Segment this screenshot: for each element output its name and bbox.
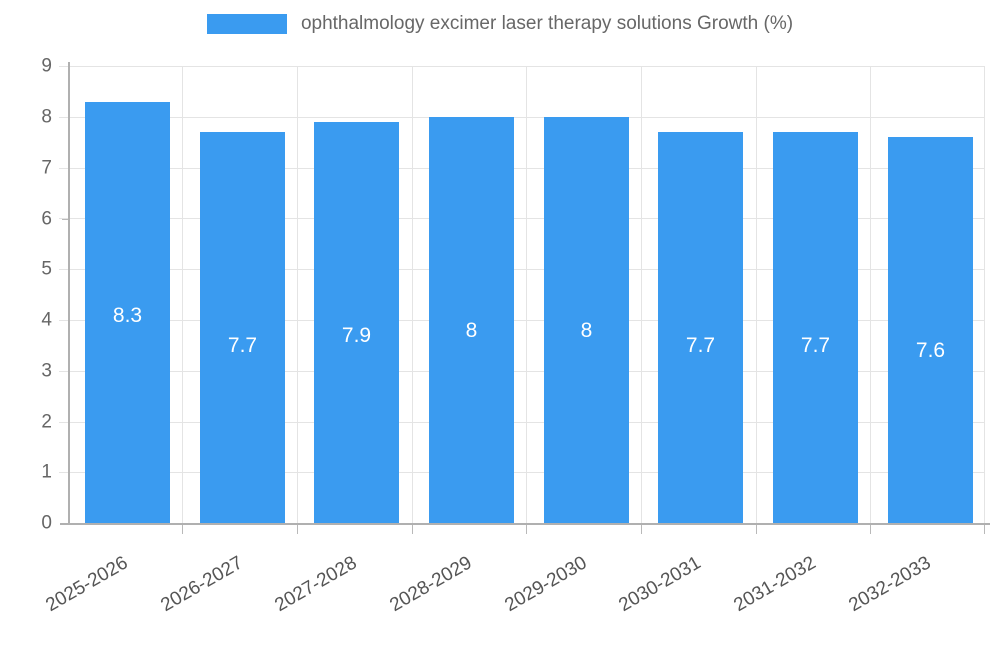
gridline-y-8 — [59, 117, 985, 118]
y-tick-label-4: 4 — [41, 309, 52, 331]
gridline-x-4 — [526, 66, 527, 523]
x-tick-mark-8 — [984, 525, 985, 534]
gridline-x-7 — [870, 66, 871, 523]
bar-2032-2033[interactable] — [888, 137, 973, 523]
bar-value-2025-2026: 8.3 — [112, 304, 143, 327]
gridline-x-8 — [984, 66, 985, 523]
legend-label-growth: ophthalmology excimer laser therapy solu… — [300, 13, 794, 34]
bar-value-2030-2031: 7.7 — [685, 334, 716, 357]
y-tick-label-8: 8 — [41, 106, 52, 128]
bar-2028-2029[interactable] — [429, 117, 514, 523]
x-axis-line — [60, 523, 990, 525]
x-tick-mark-7 — [870, 525, 871, 534]
bar-2026-2027[interactable] — [200, 132, 285, 523]
gridline-x-6 — [756, 66, 757, 523]
x-tick-mark-6 — [756, 525, 757, 534]
gridline-y-1 — [59, 472, 985, 473]
x-tick-mark-2 — [297, 525, 298, 534]
bar-2025-2026[interactable] — [85, 102, 170, 523]
bar-value-2029-2030: 8 — [580, 319, 593, 342]
bar-value-2032-2033: 7.6 — [915, 339, 946, 362]
gridline-y-2 — [59, 422, 985, 423]
y-tick-label-7: 7 — [41, 157, 52, 179]
gridline-x-2 — [297, 66, 298, 523]
gridline-y-5 — [59, 269, 985, 270]
y-tick-label-6: 6 — [41, 208, 52, 230]
gridline-y-3 — [59, 371, 985, 372]
y-tick-mark-6 — [62, 219, 70, 220]
bar-value-2027-2028: 7.9 — [341, 324, 372, 347]
y-axis-labels: 9 8 7 6 5 4 3 2 1 0 — [0, 0, 52, 600]
legend-swatch-growth[interactable] — [206, 14, 287, 34]
gridline-y-7 — [59, 168, 985, 169]
gridline-x-3 — [412, 66, 413, 523]
bar-2027-2028[interactable] — [314, 122, 399, 523]
bar-2031-2032[interactable] — [773, 132, 858, 523]
x-tick-mark-1 — [182, 525, 183, 534]
bar-2029-2030[interactable] — [544, 117, 629, 523]
gridline-x-5 — [641, 66, 642, 523]
bar-chart: ophthalmology excimer laser therapy solu… — [0, 0, 1000, 617]
gridline-y-4 — [59, 320, 985, 321]
y-tick-label-1: 1 — [41, 461, 52, 483]
bar-value-2026-2027: 7.7 — [227, 334, 258, 357]
x-tick-mark-3 — [412, 525, 413, 534]
y-tick-label-2: 2 — [41, 411, 52, 433]
y-axis-line — [68, 62, 70, 525]
plot-area: 8.3 7.7 7.9 8 8 7.7 7.7 7.6 — [59, 66, 985, 523]
chart-legend: ophthalmology excimer laser therapy solu… — [0, 14, 1000, 34]
gridline-y-9 — [59, 66, 985, 67]
y-tick-label-3: 3 — [41, 360, 52, 382]
bar-value-2031-2032: 7.7 — [800, 334, 831, 357]
y-tick-label-9: 9 — [41, 55, 52, 77]
gridline-x-1 — [182, 66, 183, 523]
x-tick-mark-5 — [641, 525, 642, 534]
x-tick-mark-4 — [526, 525, 527, 534]
gridline-y-6 — [59, 218, 985, 219]
bar-2030-2031[interactable] — [658, 132, 743, 523]
bar-value-2028-2029: 8 — [465, 319, 478, 342]
y-tick-label-0: 0 — [41, 512, 52, 534]
y-tick-label-5: 5 — [41, 258, 52, 280]
